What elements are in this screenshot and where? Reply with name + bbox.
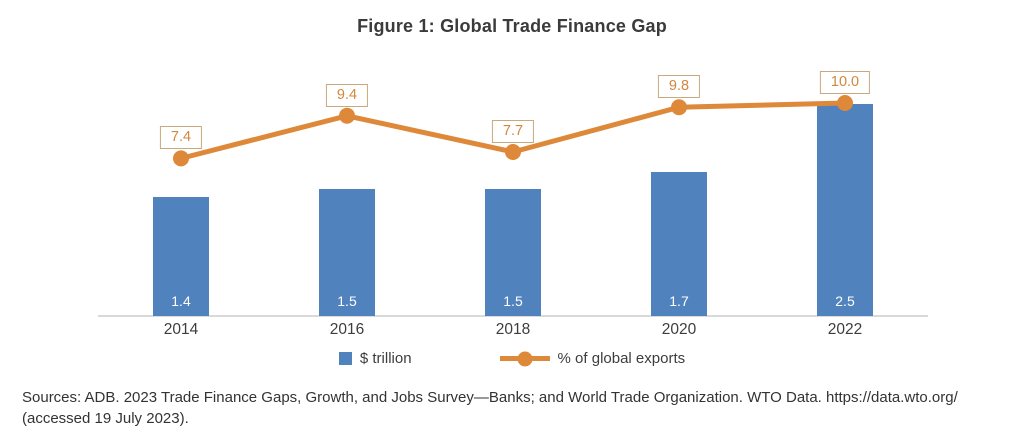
- line-value-label-2016: 9.4: [325, 83, 369, 107]
- x-tick-label-2020: 2020: [661, 321, 697, 338]
- source-line-1: Sources: ADB. 2023 Trade Finance Gaps, G…: [22, 389, 958, 406]
- legend-label-trillion: $ trillion: [359, 350, 412, 367]
- bar-2014: 1.4: [153, 197, 209, 316]
- bar-2016: 1.5: [319, 188, 375, 316]
- x-tick-label-2014: 2014: [163, 321, 199, 338]
- legend-line-swatch-icon: [499, 351, 550, 366]
- line-marker-2014: [173, 150, 189, 167]
- line-marker-2018: [505, 143, 521, 160]
- line-value-label-2018: 7.7: [491, 119, 535, 143]
- bar-value-label: 1.5: [503, 293, 523, 309]
- legend-dot-icon: [517, 351, 533, 366]
- source-note: Sources: ADB. 2023 Trade Finance Gaps, G…: [22, 387, 958, 429]
- bar-value-label: 2.5: [835, 293, 855, 309]
- line-marker-2022: [837, 95, 853, 111]
- chart-title: Figure 1: Global Trade Finance Gap: [357, 16, 667, 36]
- x-tick-label-2022: 2022: [827, 321, 863, 338]
- source-line-2: (accessed 19 July 2023).: [22, 410, 189, 427]
- legend-square-swatch-icon: [338, 352, 352, 365]
- legend-label-global-exports: % of global exports: [557, 350, 686, 367]
- bar-2022: 2.5: [817, 103, 873, 316]
- line-marker-2016: [339, 107, 355, 124]
- legend: $ trillion % of global exports: [0, 350, 1024, 367]
- line-value-label-2014: 7.4: [159, 126, 203, 150]
- x-axis-line: [98, 315, 928, 317]
- legend-item-global-exports: % of global exports: [499, 350, 686, 367]
- bar-value-label: 1.5: [337, 293, 357, 309]
- line-value-label-2020: 9.8: [657, 75, 701, 99]
- x-tick-label-2016: 2016: [329, 321, 365, 338]
- line-marker-2020: [671, 99, 687, 116]
- bar-value-label: 1.7: [669, 293, 689, 309]
- bar-value-label: 1.4: [171, 293, 191, 309]
- bar-2020: 1.7: [651, 171, 707, 316]
- line-value-label-2022: 10.0: [819, 71, 871, 94]
- bar-2018: 1.5: [485, 188, 541, 316]
- x-tick-label-2018: 2018: [495, 321, 531, 338]
- legend-item-trillion: $ trillion: [338, 350, 412, 367]
